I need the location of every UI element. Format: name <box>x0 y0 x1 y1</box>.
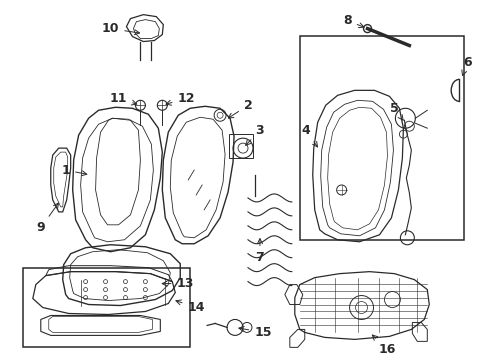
Text: 3: 3 <box>245 124 264 145</box>
Text: 15: 15 <box>238 326 271 339</box>
Text: 12: 12 <box>166 92 195 105</box>
Text: 11: 11 <box>109 92 137 105</box>
Bar <box>23 268 190 347</box>
Text: 16: 16 <box>371 335 395 356</box>
Text: 7: 7 <box>255 239 264 264</box>
Text: 8: 8 <box>343 14 363 28</box>
Text: 6: 6 <box>461 56 470 75</box>
Text: 4: 4 <box>301 124 317 147</box>
Text: 10: 10 <box>102 22 139 35</box>
Text: 1: 1 <box>61 163 87 176</box>
Text: 13: 13 <box>162 277 194 290</box>
Text: 9: 9 <box>37 203 59 234</box>
Text: 5: 5 <box>389 102 402 120</box>
Text: 2: 2 <box>228 99 252 118</box>
Text: 14: 14 <box>176 300 204 314</box>
Bar <box>299 36 463 240</box>
